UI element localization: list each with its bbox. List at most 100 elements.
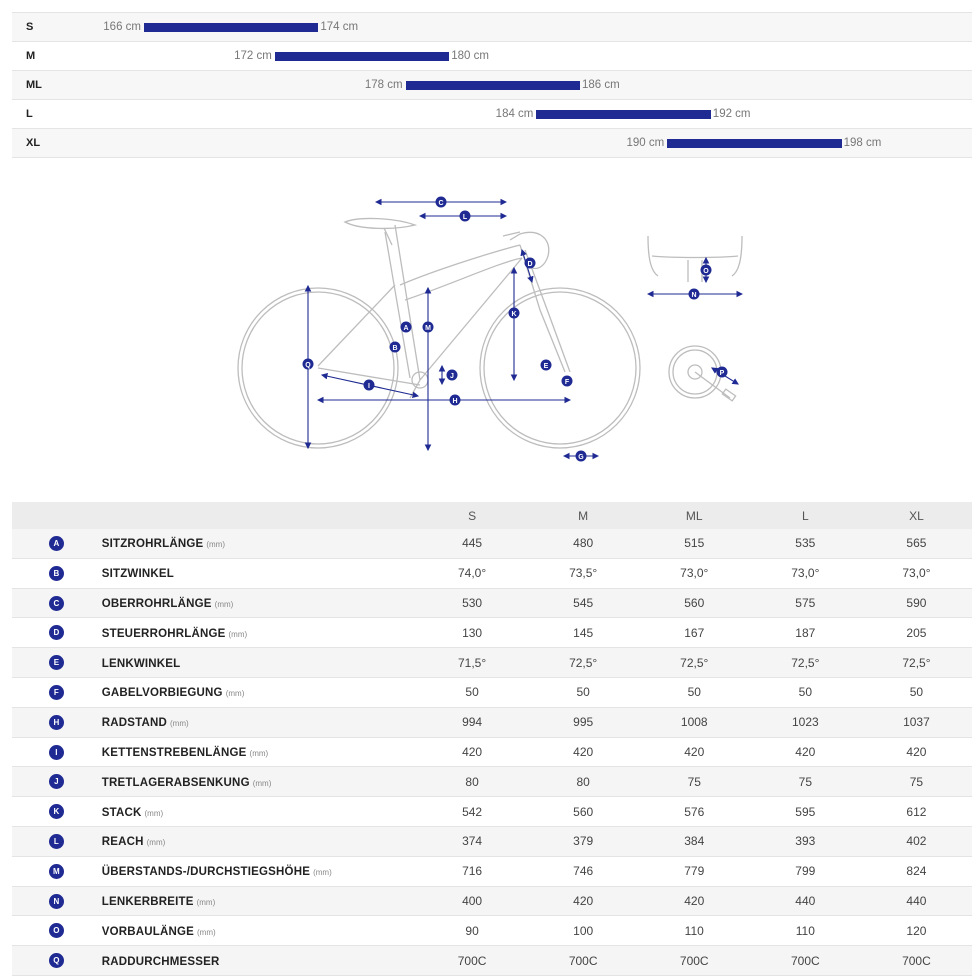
value-cell: 130: [416, 617, 528, 649]
range-max-label: 174 cm: [320, 21, 359, 33]
dimension-badge: [459, 210, 471, 222]
dimension-badge: [540, 359, 552, 371]
measurement-name: KETTENSTREBENLÄNGE: [101, 746, 247, 759]
measurement-name: STACK: [101, 806, 142, 819]
letter-cell: F: [12, 677, 101, 708]
measurement-cell: ÜBERSTANDS-/DURCHSTIEGSHÖHE (mm): [100, 856, 417, 887]
value-cell: 420: [527, 737, 639, 768]
range-max-label: 186 cm: [582, 79, 620, 91]
value-cell: 73,0°: [860, 558, 972, 589]
value-cell: 530: [416, 588, 528, 619]
value-cell: 799: [749, 856, 861, 887]
range-min-label: 190 cm: [626, 137, 665, 149]
measurement-cell: LENKWINKEL: [100, 647, 417, 678]
value-cell: 612: [860, 796, 972, 827]
value-cell: 420: [638, 886, 750, 917]
bike-frame-drawing: [237, 217, 743, 449]
measurement-unit: (mm): [146, 838, 166, 848]
value-cell: 700C: [638, 945, 750, 976]
value-cell: 420: [749, 737, 861, 768]
value-cell: 746: [527, 856, 639, 887]
measurement-name: RADDURCHMESSER: [101, 955, 220, 968]
range-max-label: 192 cm: [712, 108, 751, 120]
value-cell: 590: [860, 588, 972, 619]
dimension-badge: [508, 307, 520, 319]
value-cell: 535: [749, 529, 861, 559]
table-row: F GABELVORBIEGUNG (mm) 50 50 50 50 50: [12, 677, 972, 708]
letter-badge: O: [48, 923, 64, 939]
letter-cell: H: [12, 707, 101, 738]
dimension-letter: J: [450, 373, 454, 380]
table-row: E LENKWINKEL 71,5° 72,5° 72,5° 72,5° 72,5°: [12, 647, 972, 678]
dimension-letter: C: [438, 200, 443, 207]
letter-badge: J: [48, 774, 64, 790]
measurement-name: SITZWINKEL: [101, 568, 174, 581]
letter-badge: Q: [48, 953, 64, 969]
size-label: M: [26, 50, 36, 62]
value-cell: 1008: [638, 707, 750, 738]
dimension-badge: [700, 264, 712, 276]
value-cell: 400: [416, 886, 528, 917]
range-min-label: 166 cm: [103, 21, 141, 33]
value-cell: 80: [416, 766, 528, 798]
range-bar: [405, 81, 580, 90]
value-cell: 402: [860, 826, 972, 857]
measurement-unit: (mm): [196, 897, 216, 907]
dimension-badge: [302, 358, 314, 370]
measurement-cell: TRETLAGERABSENKUNG (mm): [100, 766, 417, 798]
range-max-label: 180 cm: [451, 50, 489, 62]
table-row: L REACH (mm) 374 379 384 393 402: [12, 826, 972, 857]
measurement-name: STEUERROHRLÄNGE: [101, 627, 226, 640]
dimension-letter: G: [578, 454, 584, 461]
measurement-name: LENKWINKEL: [101, 657, 181, 670]
measurement-unit: (mm): [170, 719, 189, 729]
value-cell: 994: [416, 707, 528, 738]
value-cell: 420: [527, 886, 639, 917]
header-blank: [12, 502, 101, 529]
letter-badge: I: [48, 744, 64, 760]
letter-badge: N: [48, 893, 64, 909]
bike-geometry-diagram: A B C D E F G H I J K L M N O P Q: [237, 196, 744, 462]
letter-badge: A: [48, 536, 64, 552]
dimension-badge: [446, 369, 458, 381]
letter-cell: C: [12, 588, 101, 619]
measurement-unit: (mm): [225, 689, 245, 699]
value-cell: 393: [749, 826, 861, 857]
table-header-row: S M ML L XL: [12, 502, 972, 529]
letter-badge: C: [48, 595, 64, 611]
dimension-letter: O: [703, 268, 709, 275]
letter-badge: K: [48, 804, 64, 820]
measurement-cell: STEUERROHRLÄNGE (mm): [100, 617, 417, 649]
dimension-lines: [304, 198, 744, 460]
letter-cell: E: [12, 647, 101, 678]
value-cell: 50: [860, 677, 972, 708]
value-cell: 74,0°: [416, 558, 528, 589]
table-row: J TRETLAGERABSENKUNG (mm) 80 80 75 75 75: [12, 766, 972, 798]
value-cell: 700C: [527, 945, 639, 976]
table-row: D STEUERROHRLÄNGE (mm) 130 145 167 187 205: [12, 617, 972, 649]
table-row: H RADSTAND (mm) 994 995 1008 1023 1037: [12, 707, 972, 738]
range-bar: [274, 52, 450, 61]
measurement-unit: (mm): [197, 927, 216, 937]
value-cell: 90: [416, 915, 528, 947]
value-cell: 575: [749, 588, 861, 619]
value-cell: 995: [527, 707, 639, 738]
value-cell: 1037: [860, 707, 972, 738]
value-cell: 100: [527, 915, 639, 947]
dimension-badge: [389, 341, 401, 353]
table-row: Q RADDURCHMESSER 700C 700C 700C 700C 700C: [12, 945, 972, 976]
value-cell: 75: [860, 766, 972, 798]
dimension-letter: F: [565, 379, 570, 386]
letter-cell: Q: [12, 945, 101, 976]
value-cell: 440: [860, 886, 972, 917]
value-cell: 72,5°: [527, 647, 639, 678]
measurement-unit: (mm): [206, 540, 225, 550]
value-cell: 167: [638, 617, 750, 649]
measurement-cell: SITZROHRLÄNGE (mm): [100, 529, 417, 559]
range-min-label: 172 cm: [234, 50, 272, 62]
size-label: ML: [26, 79, 42, 91]
value-cell: 560: [527, 796, 639, 827]
value-cell: 480: [527, 529, 639, 559]
measurement-name: ÜBERSTANDS-/DURCHSTIEGSHÖHE: [101, 866, 311, 879]
geometry-table: S M ML L XL A SITZROHRLÄNGE (mm) 445 480 515 5…: [12, 502, 972, 976]
